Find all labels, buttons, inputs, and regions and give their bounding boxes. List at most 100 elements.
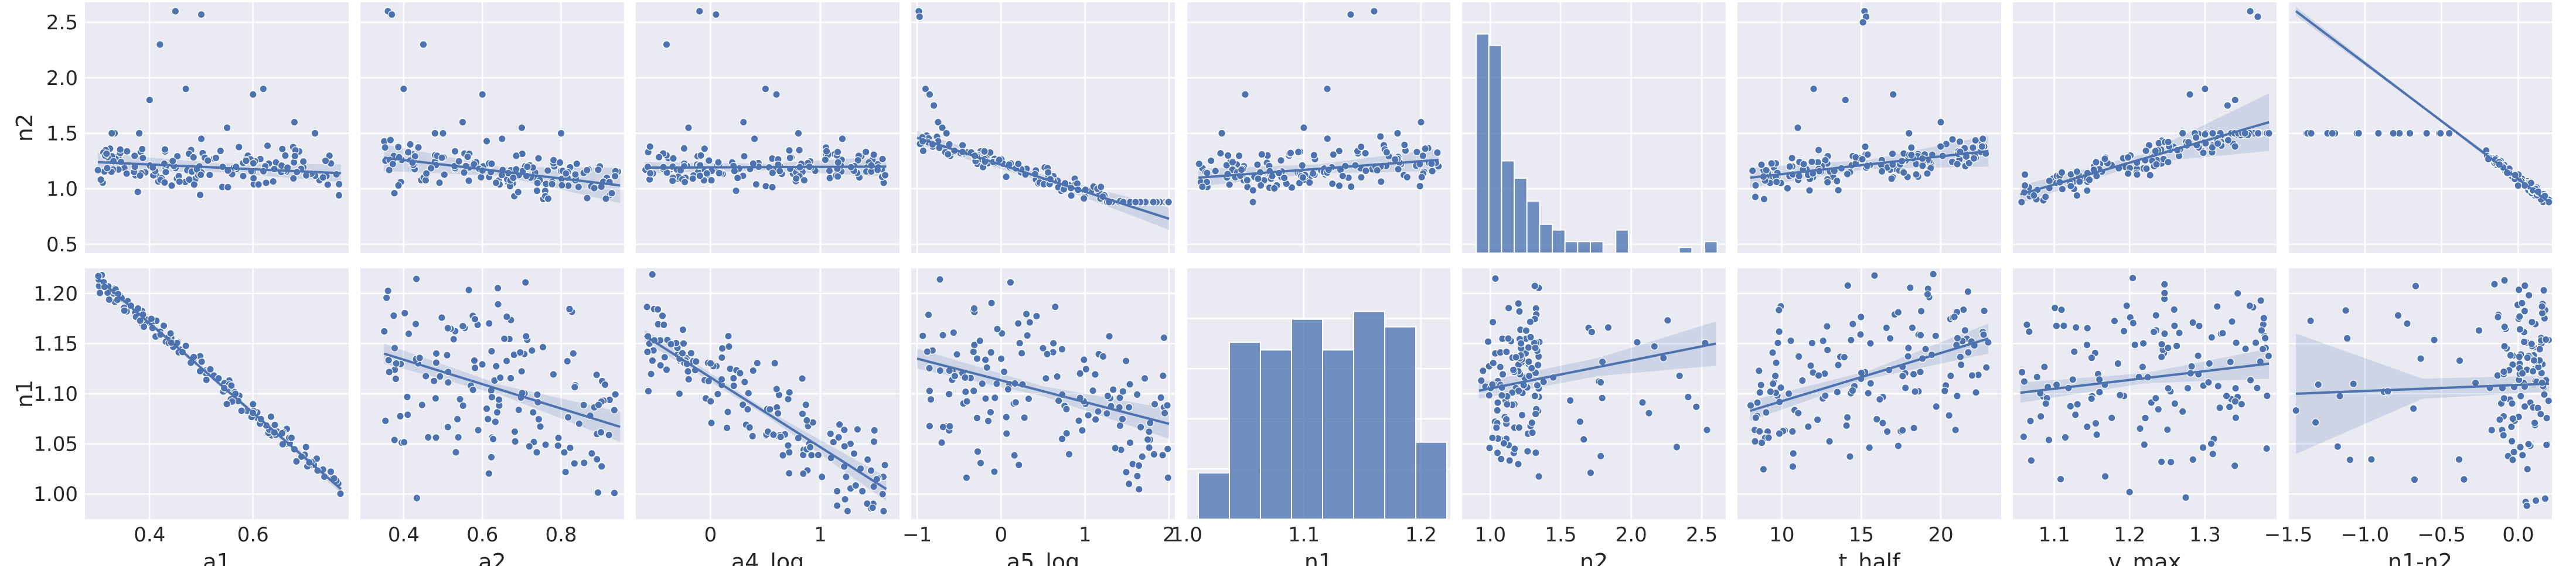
scatter-point	[1775, 429, 1784, 438]
scatter-point	[1002, 172, 1010, 181]
scatter-point	[1300, 124, 1308, 132]
scatter-point	[147, 315, 156, 323]
scatter-point	[2510, 448, 2518, 456]
scatter-point	[648, 356, 657, 365]
scatter-point	[182, 342, 190, 350]
scatter-point	[646, 142, 655, 151]
scatter-point	[1945, 411, 1953, 420]
scatter-point	[495, 395, 503, 404]
regression-line	[384, 156, 621, 187]
scatter-point	[2018, 368, 2026, 377]
scatter-point	[854, 156, 862, 165]
scatter-point	[485, 319, 493, 328]
scatter-point	[997, 354, 1006, 363]
scatter-point	[1633, 338, 1641, 346]
scatter-point	[565, 305, 574, 313]
scatter-point	[544, 195, 553, 203]
scatter-point	[714, 158, 723, 166]
scatter-point	[1805, 186, 1814, 195]
scatter-point	[2527, 340, 2536, 348]
scatter-point	[1515, 423, 1524, 432]
scatter-point	[1065, 450, 1074, 458]
scatter-point	[1760, 195, 1769, 203]
scatter-point	[973, 414, 982, 422]
scatter-point	[953, 350, 961, 359]
scatter-point	[1894, 442, 1903, 450]
scatter-point	[2057, 305, 2066, 314]
y-tick-label: 1.5	[46, 122, 78, 145]
scatter-point	[1969, 144, 1977, 152]
scatter-point	[2071, 323, 2080, 332]
scatter-point	[745, 423, 754, 432]
scatter-point	[732, 186, 740, 195]
x-tick-label: 0.0	[2502, 523, 2534, 547]
scatter-point	[1908, 323, 1917, 332]
scatter-point	[611, 390, 619, 398]
scatter-point	[1759, 465, 1768, 473]
scatter-point	[1755, 367, 1763, 375]
scatter-point	[411, 320, 420, 328]
histogram-bar	[1564, 241, 1579, 254]
scatter-point	[792, 174, 800, 183]
y-tick-label: 1.15	[33, 332, 78, 356]
scatter-point	[2542, 441, 2551, 449]
scatter-point	[590, 184, 598, 192]
scatter-point	[2254, 12, 2262, 21]
scatter-point	[2237, 400, 2246, 408]
scatter-point	[969, 347, 978, 356]
scatter-point	[1749, 166, 1757, 175]
scatter-point	[1136, 423, 1145, 431]
scatter-point	[1531, 343, 1539, 352]
x-tick-label: 0.6	[466, 523, 498, 547]
scatter-point	[703, 169, 711, 178]
scatter-point	[748, 432, 757, 441]
scatter-point	[986, 408, 995, 417]
scatter-point	[2116, 391, 2124, 400]
scatter-point	[443, 351, 451, 359]
scatter-point	[1528, 364, 1536, 373]
scatter-point	[2520, 307, 2529, 315]
scatter-point	[1493, 424, 1501, 432]
scatter-point	[168, 156, 177, 165]
scatter-point	[936, 275, 944, 284]
scatter-point	[2523, 502, 2531, 510]
scatter-point	[1784, 390, 1793, 398]
scatter-point	[1514, 460, 1522, 468]
scatter-point	[485, 469, 493, 478]
scatter-point	[2186, 90, 2194, 98]
scatter-point	[384, 356, 393, 364]
scatter-point	[993, 380, 1001, 388]
scatter-point	[925, 364, 933, 373]
scatter-point	[536, 422, 544, 431]
scatter-point	[973, 447, 982, 456]
scatter-point	[478, 360, 486, 369]
scatter-point	[2475, 326, 2483, 335]
scatter-point	[1160, 409, 1169, 417]
scatter-point	[851, 481, 860, 490]
scatter-point	[1020, 413, 1028, 422]
scatter-point	[973, 354, 982, 363]
scatter-point	[1596, 378, 1605, 387]
histogram-bar	[1488, 45, 1502, 254]
scatter-point	[1310, 151, 1318, 159]
scatter-point	[706, 397, 715, 405]
scatter-point	[838, 135, 847, 143]
scatter-point	[1054, 397, 1063, 405]
scatter-point	[2516, 443, 2524, 451]
scatter-point	[1099, 352, 1108, 361]
scatter-point	[396, 412, 404, 421]
scatter-point	[2183, 384, 2192, 393]
x-axis-label: a5_log	[1007, 549, 1079, 566]
scatter-point	[1972, 388, 1980, 397]
scatter-point	[1746, 401, 1755, 410]
scatter-point	[2027, 456, 2036, 465]
scatter-point	[2164, 384, 2172, 393]
scatter-point	[946, 422, 954, 431]
scatter-point	[653, 305, 662, 313]
panel-n1-vs-n1	[1185, 268, 1450, 520]
scatter-point	[421, 176, 430, 185]
scatter-point	[224, 183, 232, 192]
scatter-point	[103, 164, 111, 172]
scatter-point	[1866, 339, 1875, 347]
scatter-point	[2520, 337, 2529, 346]
